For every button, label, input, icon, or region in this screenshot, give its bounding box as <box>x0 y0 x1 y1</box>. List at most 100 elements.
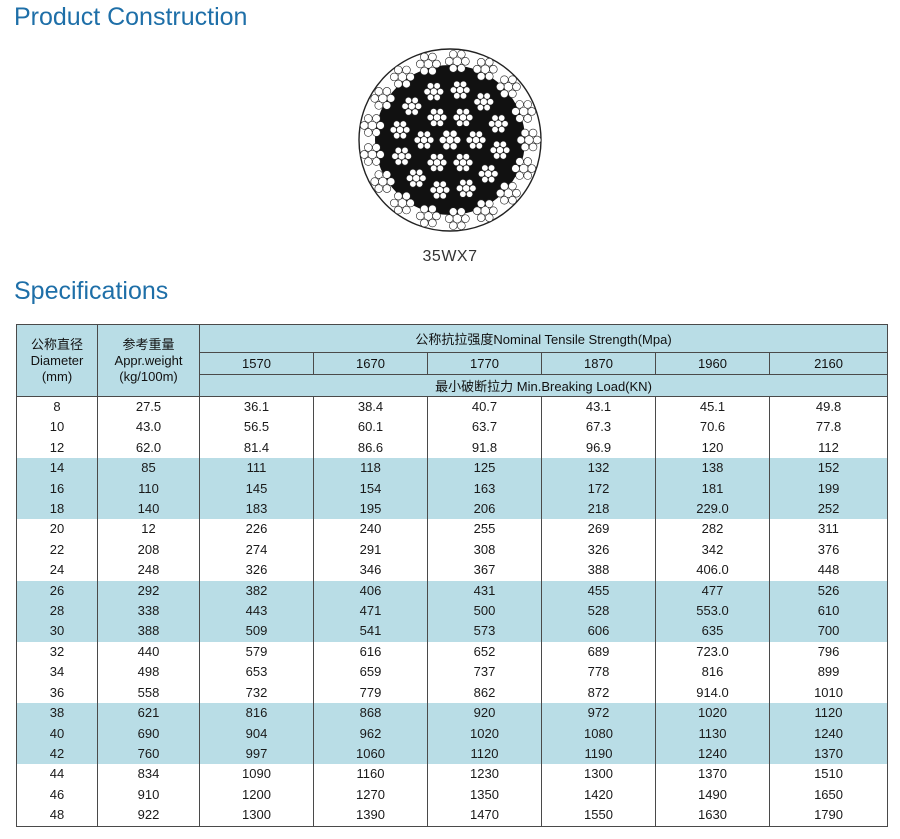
breaking-load-cell: 689 <box>541 641 656 663</box>
center-strand-wire <box>438 136 447 144</box>
breaking-load-cell: 367 <box>427 560 542 581</box>
middle-strand-wire <box>433 180 441 188</box>
weight-cell: 292 <box>97 580 200 602</box>
middle-strand-wire <box>404 152 412 160</box>
breaking-load-cell: 163 <box>427 478 542 500</box>
breaking-load-cell: 38.4 <box>313 396 428 418</box>
outer-strand-wire <box>402 191 411 201</box>
inner-strand-wire <box>436 119 444 127</box>
inner-strand-wire <box>436 164 444 172</box>
weight-header-unit: (kg/100m) <box>119 368 178 384</box>
weight-cell: 85 <box>97 458 200 479</box>
breaking-load-cell: 81.4 <box>199 437 314 459</box>
outer-strand-wire <box>515 171 524 180</box>
breaking-load-cell: 652 <box>427 641 542 663</box>
breaking-load-cell: 779 <box>313 682 428 704</box>
middle-strand-wire <box>439 180 447 188</box>
weight-cell: 621 <box>97 703 200 724</box>
outer-strand-wire <box>523 171 532 180</box>
breaking-load-cell: 1200 <box>199 784 314 806</box>
middle-strand-wire <box>409 180 417 188</box>
breaking-load-cell: 920 <box>427 703 542 724</box>
outer-strand-wire <box>364 157 373 166</box>
inner-strand-wire <box>427 136 435 144</box>
breaking-load-cell: 526 <box>768 580 889 602</box>
middle-strand-wire <box>429 186 437 194</box>
breaking-load-cell: 1080 <box>541 723 656 744</box>
outer-strand-wire <box>457 50 466 59</box>
weight-cell: 440 <box>97 641 200 663</box>
breaking-load-cell: 471 <box>313 601 428 622</box>
breaking-load-cell: 635 <box>655 621 770 642</box>
middle-strand-wire <box>393 120 401 128</box>
breaking-load-cell: 326 <box>199 560 314 581</box>
middle-strand-wire <box>486 98 494 106</box>
breaking-load-cell: 528 <box>541 601 656 622</box>
diameter-cell: 30 <box>16 621 98 642</box>
table-row: 8 27.5 36.1 38.4 40.7 43.1 45.1 49.8 <box>16 396 889 418</box>
diameter-cell: 22 <box>16 539 98 561</box>
inner-strand-wire <box>479 136 487 144</box>
middle-strand-wire <box>459 190 467 198</box>
middle-strand-wire <box>469 184 477 192</box>
outer-strand-wire <box>386 177 396 186</box>
breaking-load-cell: 43.1 <box>541 396 656 418</box>
inner-strand-wire <box>475 142 483 150</box>
outer-strand-wire <box>374 184 383 193</box>
diameter-cell: 26 <box>16 580 98 602</box>
middle-strand-wire <box>426 82 434 90</box>
breaking-load-cell: 291 <box>313 539 428 561</box>
diameter-cell: 46 <box>16 784 98 806</box>
middle-strand-wire <box>491 126 499 134</box>
outer-strand-wire <box>402 65 411 75</box>
middle-strand-wire <box>488 176 496 184</box>
outer-strand-wire <box>390 198 399 208</box>
inner-strand-wire <box>456 153 464 161</box>
breaking-load-cell: 308 <box>427 539 542 561</box>
outer-strand-wire <box>457 207 466 216</box>
breaking-load-cell: 145 <box>199 478 314 500</box>
table-row: 24 248 326 346 367 388 406.0 448 <box>16 560 889 581</box>
weight-cell: 760 <box>97 743 200 765</box>
outer-strand-wire <box>394 205 403 215</box>
breaking-load-cell: 1240 <box>655 743 770 765</box>
weight-cell: 43.0 <box>97 417 200 438</box>
center-strand-wire <box>449 129 458 138</box>
outer-strand-wire <box>428 204 437 214</box>
breaking-load-cell: 914.0 <box>655 682 770 704</box>
outer-strand-wire <box>360 150 369 159</box>
table-row: 42 760 997 1060 1120 1190 1240 1370 <box>16 743 889 765</box>
inner-strand-wire <box>436 153 444 161</box>
outer-strand-wire <box>508 196 517 205</box>
breaking-load-cell: 152 <box>768 458 889 479</box>
breaking-load-cell: 326 <box>541 539 656 561</box>
middle-strand-wire <box>491 170 499 178</box>
breaking-load-cell: 1300 <box>199 805 314 827</box>
outer-strand-wire <box>508 75 517 84</box>
middle-strand-wire <box>439 192 447 200</box>
middle-strand-wire <box>481 164 489 172</box>
outer-strand-wire <box>382 170 392 179</box>
breaking-load-cell: 616 <box>313 641 428 663</box>
middle-strand-wire <box>399 132 407 140</box>
outer-strand-wire <box>394 191 403 201</box>
center-strand-wire <box>449 142 458 151</box>
outer-strand-wire <box>511 164 520 173</box>
grade-header: 1960 <box>655 352 770 375</box>
outer-strand-wire <box>523 114 532 123</box>
inner-strand-wire <box>426 113 434 122</box>
outer-strand-wire <box>402 79 411 89</box>
breaking-load-cell: 206 <box>427 499 542 520</box>
middle-strand-wire <box>499 152 507 160</box>
breaking-load-cell: 67.3 <box>541 417 656 438</box>
middle-strand-wire <box>411 96 419 104</box>
outer-strand-wire <box>461 57 470 66</box>
diameter-cell: 18 <box>16 499 98 520</box>
weight-cell: 140 <box>97 499 200 520</box>
breaking-load-cell: 154 <box>313 478 428 500</box>
outer-strand-wire <box>390 72 399 82</box>
breaking-load-cell: 872 <box>541 682 656 704</box>
middle-strand-wire <box>414 102 422 110</box>
weight-cell: 110 <box>97 478 200 500</box>
breaking-load-cell: 1120 <box>768 703 889 724</box>
